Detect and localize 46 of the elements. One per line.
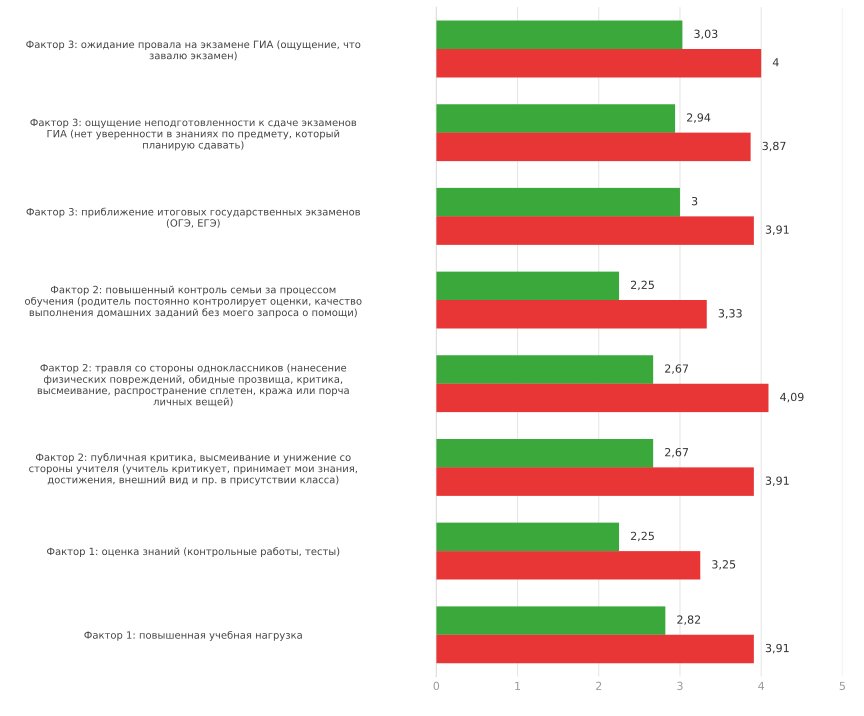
bar [436,355,654,384]
x-tick-label: 5 [840,682,845,690]
bar [436,522,620,552]
x-tick-label: 4 [758,682,764,690]
data-label: 3 [692,196,698,206]
data-label: 2,94 [687,113,710,123]
data-label: 3,91 [766,476,789,486]
bar [436,300,707,328]
data-label: 2,67 [665,448,688,458]
y-tick-label: Фактор 3: приближение итоговых государственных экзаменов (ОГЭ, ЕГЭ) [26,208,360,228]
x-tick-label: 0 [434,682,440,690]
bar [436,384,768,412]
bar [436,132,751,162]
x-tick-label: 1 [515,682,520,690]
data-label: 3,91 [766,644,789,654]
bar [436,634,754,664]
bar [436,467,754,496]
bar [436,49,762,78]
bar [436,438,654,468]
data-label: 4 [772,58,779,66]
bar [436,20,682,49]
y-tick-label: Фактор 1: повышенная учебная нагрузка [84,630,302,641]
bar [436,104,676,133]
data-label: 3,25 [712,560,736,570]
x-tick-label: 2 [596,682,602,690]
data-label: 3,03 [694,30,718,40]
bar [436,551,700,580]
y-tick-label: Фактор 1: оценка знаний (контрольные работы, тесты) [47,547,340,558]
data-label: 2,82 [677,615,700,625]
bar [436,216,754,245]
data-label: 4,09 [780,392,804,402]
bar [436,188,680,216]
y-tick-label: Фактор 2: публичная критика, высмеивание и унижение со стороны учителя (учитель критикует, принимает мои знания, достижения, внешний вид и пр. в присутствии класса) [29,453,357,486]
bar [436,606,666,635]
data-label: 3,91 [766,225,789,235]
data-label: 3,87 [762,142,786,152]
y-tick-label: Фактор 2: повышенный контроль семьи за процессом обучения (родитель постоянно контролирует оценки, качество выполнения домашних заданий без моего запроса о помощи) [25,286,362,318]
bar [436,272,620,300]
data-label: 2,67 [665,364,688,374]
y-tick-label: Фактор 2: травля со стороны одноклассников (нанесение физических повреждений, обидные прозвища, критика, высмеивание, распространение сплетен, кража или порча личных вещей) [38,364,349,407]
data-label: 2,25 [630,280,654,290]
y-tick-label: Фактор 3: ощущение неподготовленности к сдаче экзаменов ГИА (нет уверенности в знаниях по предмету, который планирую сдавать) [30,118,356,151]
data-label: 3,33 [718,309,742,319]
data-label: 2,25 [630,532,654,542]
x-tick-label: 3 [677,682,683,690]
y-tick-label: Фактор 3: ожидание провала на экзамене ГИА (ощущение, что завалю экзамен) [26,40,360,60]
